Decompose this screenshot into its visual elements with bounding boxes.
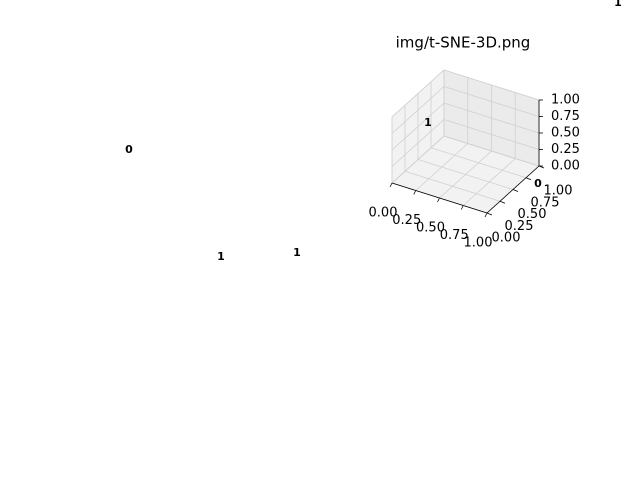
z-tick-label: 0.25 (551, 142, 580, 157)
z-tick-label: 0.00 (551, 159, 580, 174)
chart-title: img/t-SNE-3D.png (396, 34, 531, 52)
axis-line (486, 165, 540, 214)
tick-mark (460, 205, 464, 210)
x-tick-label: 1.00 (464, 236, 493, 251)
point-label: 0 (125, 143, 133, 156)
x-tick-label: 0.00 (369, 206, 398, 221)
z-tick-label: 0.75 (551, 109, 580, 124)
grid-line (430, 147, 527, 179)
x-tick-label: 0.25 (392, 213, 421, 228)
y-tick-label: 1.00 (544, 184, 573, 199)
point-label: 1 (424, 116, 432, 129)
grid-line (391, 119, 445, 167)
grid-line (417, 159, 514, 190)
x-tick-label: 0.50 (416, 221, 445, 236)
grid-line (391, 135, 445, 184)
y-tick-label: 0.75 (531, 195, 560, 210)
y-tick-label: 0.50 (518, 207, 547, 222)
z-tick-label: 1.00 (551, 93, 580, 108)
grid-line (443, 102, 540, 134)
tick-mark (413, 190, 417, 195)
z-tick-label: 0.50 (551, 126, 580, 141)
grid-line (391, 69, 445, 118)
tick-mark (525, 177, 532, 181)
tick-mark (499, 200, 506, 204)
tick-mark (389, 182, 393, 188)
grid-line (391, 102, 445, 151)
point-label: 1 (614, 0, 622, 9)
axis-line (391, 182, 488, 214)
grid-line (443, 86, 540, 117)
y-tick-label: 0.25 (505, 219, 534, 234)
tick-mark (437, 197, 440, 203)
grid-line (443, 69, 540, 101)
tick-mark (484, 212, 488, 218)
y-tick-label: 0.00 (492, 231, 521, 246)
tick-mark (512, 189, 519, 192)
point-label: 1 (217, 250, 225, 263)
x-tick-label: 0.75 (440, 228, 469, 243)
tick-mark (486, 212, 493, 216)
grid-line (391, 86, 445, 134)
point-label: 1 (293, 246, 301, 259)
grid-line (443, 135, 540, 167)
grid-line (404, 170, 501, 202)
point-label: 0 (534, 177, 542, 190)
grid-line (443, 119, 540, 150)
